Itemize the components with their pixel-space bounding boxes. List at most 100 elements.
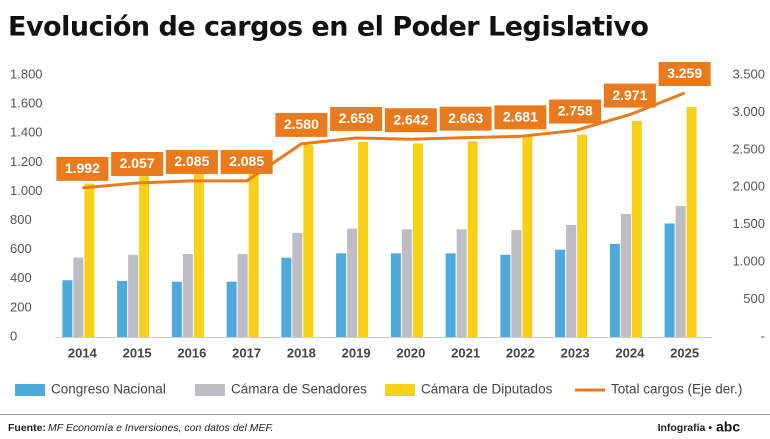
value-label: 2.085 (229, 153, 264, 169)
bar (686, 107, 697, 338)
bar (117, 280, 128, 337)
bar (84, 183, 95, 337)
value-label-box (220, 149, 273, 174)
x-tick-label: 2014 (68, 345, 98, 360)
line (82, 91, 686, 190)
bar (631, 120, 642, 337)
value-label: 2.085 (174, 153, 209, 169)
y2-tick-label: 1.500 (732, 216, 765, 231)
x-tick-label: 2021 (451, 345, 480, 360)
y2-tick-label: 3.500 (732, 66, 765, 81)
value-label-box (439, 106, 492, 131)
y-tick-label: 400 (10, 270, 32, 285)
bar (511, 230, 522, 337)
legend-label: Cámara de Senadores (231, 382, 367, 397)
y2-tick-label: - (761, 328, 765, 343)
value-label: 1.992 (65, 160, 100, 176)
value-label: 2.057 (120, 155, 155, 171)
bar (226, 281, 237, 337)
value-label: 2.681 (503, 109, 538, 125)
y-tick-label: 1.000 (10, 183, 43, 198)
y-tick-label: 200 (10, 299, 32, 314)
bar (675, 206, 686, 337)
y2-tick-label: 2.000 (732, 179, 765, 194)
bar (303, 144, 314, 337)
value-label-box (384, 108, 437, 133)
credit: Infografía • (658, 422, 713, 434)
value-label: 2.758 (558, 103, 593, 119)
bar (139, 176, 150, 337)
y-tick-label: 800 (10, 212, 32, 227)
x-tick-label: 2015 (123, 345, 152, 360)
bar (193, 171, 204, 337)
bar (609, 243, 620, 337)
bar (412, 143, 423, 337)
value-label: 3.259 (667, 65, 702, 81)
x-tick-label: 2020 (396, 345, 425, 360)
legend-swatch (195, 384, 225, 396)
legend-swatch (385, 384, 415, 396)
bar (500, 254, 511, 337)
x-tick-label: 2025 (670, 345, 699, 360)
bar (128, 254, 139, 337)
x-tick-label: 2016 (177, 345, 206, 360)
bar (358, 141, 369, 337)
value-label-box (275, 112, 328, 137)
legend-swatch (15, 384, 45, 396)
bar (336, 253, 347, 337)
y-tick-label: 1.600 (10, 96, 43, 111)
value-label-box (494, 105, 547, 130)
value-label: 2.971 (612, 87, 647, 103)
value-label-box (330, 106, 383, 131)
y2-tick-label: 3.000 (732, 104, 765, 119)
bar (467, 141, 478, 337)
x-tick-label: 2024 (615, 345, 645, 360)
legend-label: Total cargos (Eje der.) (611, 382, 742, 397)
bar (62, 280, 73, 337)
value-label-box (549, 99, 602, 124)
bar (390, 253, 401, 337)
y-tick-label: 1.400 (10, 125, 43, 140)
y-tick-label: 600 (10, 241, 32, 256)
bar (456, 229, 467, 337)
value-label-box (603, 83, 656, 108)
y2-tick-label: 1.000 (732, 254, 765, 269)
bar (182, 254, 193, 337)
bar (401, 229, 412, 337)
value-label: 2.580 (284, 116, 319, 132)
value-label: 2.659 (339, 110, 374, 126)
bar (171, 281, 182, 337)
value-label-box (56, 156, 109, 181)
value-label-box (111, 152, 164, 177)
bar (555, 249, 566, 337)
bar (566, 224, 577, 337)
bar (347, 228, 358, 337)
y-tick-label: 1.200 (10, 154, 43, 169)
bar (577, 134, 588, 337)
source-label: Fuente: (8, 422, 46, 434)
value-label: 2.663 (448, 110, 483, 126)
brand-logo: abc (716, 419, 740, 435)
x-tick-label: 2023 (561, 345, 590, 360)
value-label-box (658, 62, 711, 87)
bar (445, 253, 456, 337)
chart-title: Evolución de cargos en el Poder Legislat… (8, 12, 648, 43)
bar (292, 232, 303, 337)
x-tick-label: 2018 (287, 345, 316, 360)
bar (248, 171, 259, 337)
y2-tick-label: 2.500 (732, 141, 765, 156)
source: MF Economía e Inversiones, con datos del… (48, 422, 273, 434)
y-tick-label: 0 (10, 328, 17, 343)
bar (73, 257, 84, 337)
value-label-box (165, 149, 218, 174)
legend-label: Congreso Nacional (51, 382, 166, 397)
bar (281, 257, 292, 337)
bar (664, 223, 675, 337)
y-tick-label: 1.800 (10, 66, 43, 81)
x-tick-label: 2019 (342, 345, 371, 360)
bar (620, 214, 631, 337)
bar (522, 136, 533, 337)
bar (237, 254, 248, 337)
value-label: 2.642 (393, 111, 428, 127)
